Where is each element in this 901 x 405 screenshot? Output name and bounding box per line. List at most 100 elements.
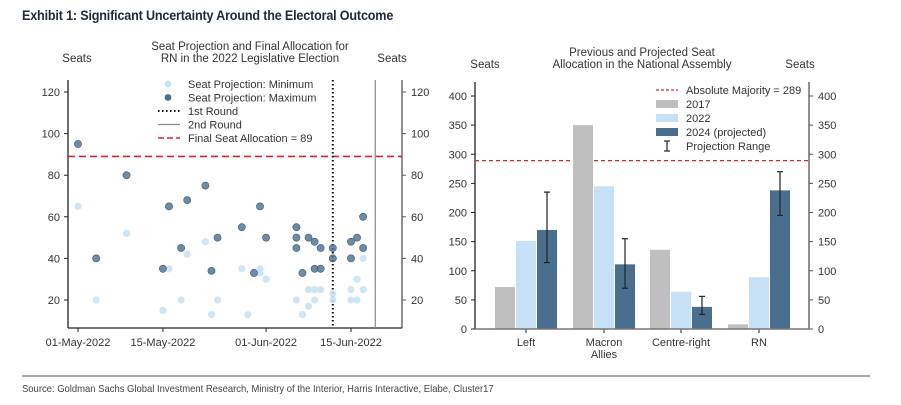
bar-y-tick-label-left: 200: [449, 208, 467, 220]
legend-label: 2024 (projected): [686, 127, 766, 139]
min-projection-point: [353, 296, 361, 304]
max-projection-point: [353, 233, 361, 242]
bar-y-tick-label-right: 350: [818, 120, 836, 132]
bar-y-left-label: Seats: [470, 59, 500, 71]
min-projection-point: [201, 238, 209, 246]
bar-y-tick-label-right: 150: [818, 237, 836, 249]
min-projection-point: [122, 229, 131, 238]
legend-label: 2017: [686, 99, 710, 111]
legend-label: 1st Round: [188, 106, 238, 118]
bar-y-tick-label-right: 0: [818, 324, 824, 336]
min-projection-point: [347, 286, 355, 294]
exhibit-title: Exhibit 1: Significant Uncertainty Aroun…: [22, 7, 394, 23]
scatter-y-tick-label-right: 100: [411, 129, 429, 141]
max-projection-point: [292, 244, 301, 252]
min-projection-point: [262, 275, 270, 283]
bar-y-tick-label-left: 100: [449, 266, 467, 278]
legend-label: Seat Projection: Maximum: [188, 93, 316, 105]
min-projection-point: [74, 202, 82, 210]
bar-y-tick-label-right: 100: [818, 266, 836, 278]
bar-y2017: [495, 287, 515, 329]
min-projection-point: [347, 296, 355, 304]
min-projection-point: [244, 310, 252, 319]
bar-y-tick-label-left: 250: [449, 178, 467, 190]
source-divider: [22, 375, 870, 377]
bar-category-label: Left: [517, 337, 535, 349]
max-projection-point: [74, 140, 82, 148]
min-projection-point: [329, 290, 337, 298]
bar-y-tick-label-left: 350: [449, 120, 467, 132]
scatter-y-tick-label-right: 60: [411, 212, 423, 224]
legend-label: Absolute Majority = 289: [686, 85, 801, 97]
bar-y2024: [692, 306, 712, 329]
min-projection-point: [183, 250, 191, 258]
scatter-y-tick-label-right: 40: [411, 253, 423, 265]
bar-y-tick-label-left: 50: [455, 295, 467, 307]
bar-y2017: [650, 249, 670, 329]
bar-y2022: [671, 291, 691, 329]
legend-label: 2nd Round: [188, 120, 242, 132]
min-projection-point: [292, 296, 300, 304]
min-projection-point: [213, 296, 222, 304]
max-projection-point: [201, 181, 210, 190]
min-projection-point: [207, 310, 216, 319]
bar-y-tick-label-right: 400: [818, 91, 836, 103]
max-projection-point: [250, 269, 258, 277]
bar-y-tick-label-left: 0: [461, 324, 467, 336]
max-projection-point: [304, 233, 313, 242]
max-projection-point: [359, 244, 368, 252]
bar-y2017: [573, 125, 593, 329]
max-projection-point: [256, 202, 264, 211]
max-projection-point: [183, 196, 192, 205]
legend-label: Seat Projection: Minimum: [188, 79, 313, 91]
scatter-x-tick-label: 15-May-2022: [131, 337, 196, 349]
bar-y-tick-label-right: 50: [818, 295, 830, 307]
bar-y-right-label: Seats: [785, 59, 815, 71]
max-projection-point: [347, 254, 355, 263]
max-projection-point: [310, 237, 319, 246]
bar-y2022: [749, 277, 769, 329]
scatter-y-tick-label-left: 80: [48, 170, 60, 182]
legend-y2024-swatch: [656, 128, 678, 136]
max-projection-point: [262, 233, 270, 242]
min-projection-point: [92, 296, 100, 304]
bar-y2024: [770, 190, 790, 329]
max-projection-point: [328, 244, 337, 252]
scatter-title-line: RN in the 2022 Legislative Election: [161, 53, 339, 65]
scatter-y-tick-label-right: 20: [411, 295, 423, 307]
max-projection-point: [347, 237, 355, 246]
max-projection-point: [92, 254, 101, 263]
bar-y-tick-label-left: 300: [449, 149, 467, 161]
bar-y-tick-label-right: 250: [818, 178, 836, 190]
legend-min-marker: [164, 80, 172, 88]
min-projection-point: [353, 275, 361, 283]
min-projection-point: [177, 296, 185, 304]
scatter-title-line: Seat Projection and Final Allocation for: [151, 41, 349, 53]
max-projection-point: [328, 254, 337, 263]
bar-category-label: Allies: [591, 349, 618, 361]
min-projection-point: [304, 302, 313, 310]
scatter-y-tick-label-left: 20: [48, 295, 60, 307]
bar-category-label: Macron: [586, 337, 623, 349]
scatter-x-tick-label: 01-May-2022: [46, 337, 111, 349]
min-projection-point: [298, 310, 307, 319]
min-projection-point: [329, 296, 337, 304]
scatter-x-tick-label: 15-Jun-2022: [320, 337, 382, 349]
legend-y2017-swatch: [656, 100, 678, 108]
scatter-y-tick-label-left: 60: [48, 212, 60, 224]
legend-y2022-swatch: [656, 114, 678, 122]
max-projection-point: [213, 233, 222, 242]
scatter-chart: Seat Projection and Final Allocation for…: [42, 41, 430, 349]
bar-title-line: Previous and Projected Seat: [569, 47, 716, 59]
bar-y2024: [615, 264, 635, 329]
scatter-y-right-label: Seats: [377, 53, 407, 65]
bar-y2022: [594, 186, 614, 329]
legend-max-marker: [164, 94, 172, 101]
scatter-x-tick-label: 01-Jun-2022: [235, 337, 297, 349]
bar-y-tick-label-right: 300: [818, 149, 836, 161]
max-projection-point: [316, 244, 325, 252]
scatter-legend: Seat Projection: Minimum Seat Projection:…: [158, 79, 316, 145]
source-note: Source: Goldman Sachs Global Investment …: [22, 383, 494, 395]
legend-label: Final Seat Allocation = 89: [188, 133, 312, 145]
